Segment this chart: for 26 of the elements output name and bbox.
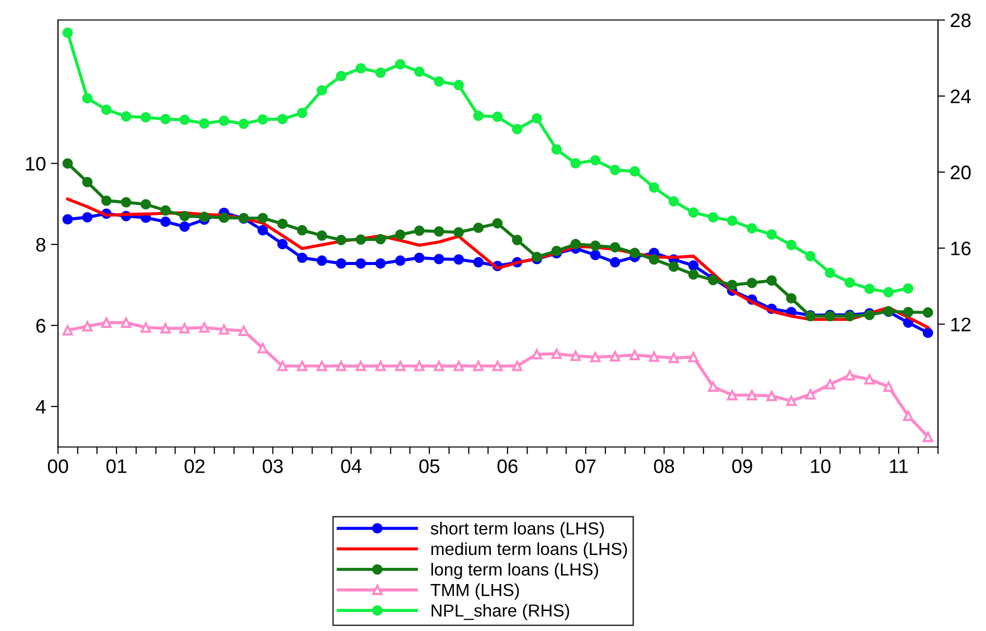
y2-tick-label: 16 <box>951 242 971 256</box>
x-tick-label: 01 <box>106 459 126 474</box>
legend-label: long term loans (LHS) <box>431 562 598 580</box>
y-tick-label: 6 <box>36 318 46 333</box>
y-tick-label: 8 <box>36 238 46 252</box>
x-tick-label: 00 <box>48 459 68 474</box>
x-tick-label: 03 <box>262 459 283 474</box>
y-tick-label: 4 <box>36 400 46 414</box>
x-tick-label: 07 <box>576 459 596 474</box>
legend-label: TMM (LHS) <box>430 583 519 600</box>
y2-tick-label: 20 <box>950 166 971 180</box>
y2-tick-label: 12 <box>951 318 970 332</box>
x-tick-label: 04 <box>341 459 362 474</box>
legend-label: short term loans (LHS) <box>430 522 604 538</box>
x-tick-label: 09 <box>732 459 752 474</box>
y2-tick-label: 28 <box>950 13 971 28</box>
x-tick-label: 05 <box>419 459 440 474</box>
x-tick-label: 02 <box>184 459 204 474</box>
x-tick-label: 11 <box>890 460 908 473</box>
legend-label: medium term loans (LHS) <box>431 542 627 559</box>
y2-tick-label: 24 <box>950 90 971 104</box>
x-tick-label: 06 <box>497 459 518 474</box>
x-tick-label: 10 <box>811 459 830 474</box>
y-tick-label: 10 <box>26 156 46 171</box>
legend-label: NPL_share (RHS) <box>432 604 570 620</box>
x-tick-label: 08 <box>654 459 674 474</box>
